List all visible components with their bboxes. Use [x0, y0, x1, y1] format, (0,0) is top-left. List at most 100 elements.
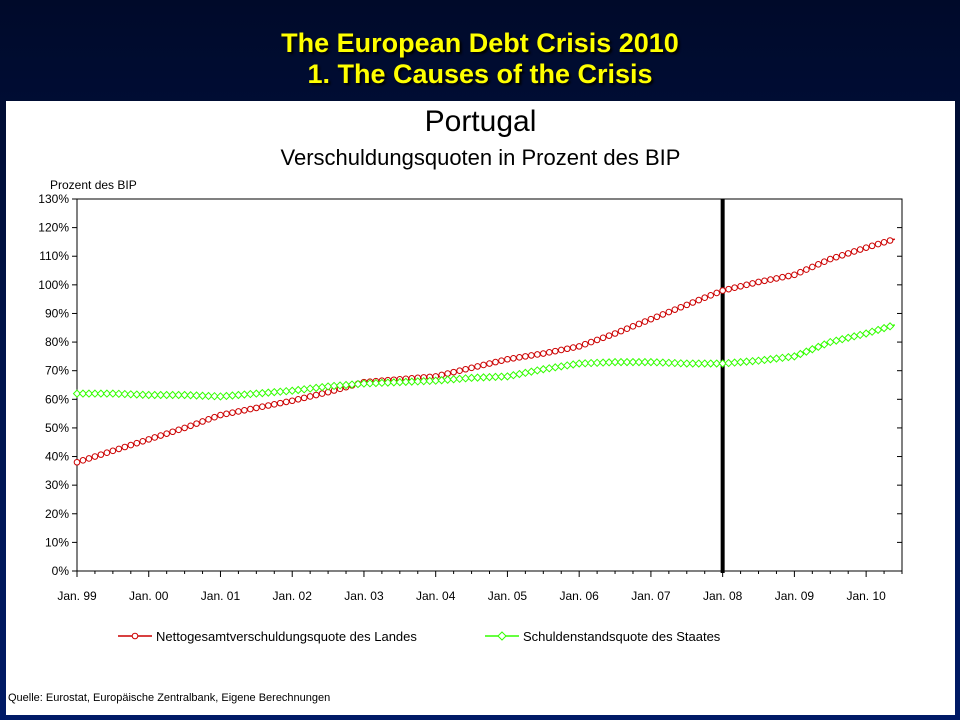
data-point	[335, 381, 345, 390]
data-point	[253, 404, 260, 412]
y-tick-label: 100%	[38, 278, 69, 292]
data-point	[293, 385, 303, 395]
data-point	[223, 410, 230, 418]
data-point	[450, 368, 457, 376]
data-point	[533, 366, 542, 375]
data-point	[90, 389, 100, 398]
data-point	[241, 406, 248, 414]
data-point	[516, 354, 523, 361]
source-note: Quelle: Eurostat, Europäische Zentralban…	[8, 692, 331, 704]
data-point	[569, 344, 577, 351]
data-point	[510, 354, 517, 362]
data-point	[252, 389, 261, 398]
data-point	[157, 432, 164, 439]
data-point	[235, 408, 242, 415]
y-tick-label: 90%	[45, 306, 69, 320]
data-point	[79, 457, 87, 464]
data-point	[809, 263, 816, 271]
data-point	[204, 391, 213, 401]
data-point	[264, 388, 273, 397]
chart-svg: 0% 10% 20% 30% 40% 50% 60% 70% 80% 90% 100% 110% 120…	[38, 192, 903, 644]
data-point	[108, 389, 118, 398]
data-point	[276, 387, 285, 396]
data-point	[282, 386, 291, 396]
data-point	[635, 320, 643, 328]
chart-panel: Portugal Verschuldungsquoten in Prozent …	[6, 101, 955, 715]
data-point	[743, 281, 750, 289]
data-point	[545, 364, 554, 373]
x-tick-label: Jan. 07	[631, 589, 671, 603]
data-point	[874, 240, 882, 248]
data-point	[647, 315, 655, 323]
data-point	[551, 363, 560, 372]
chart-title: Portugal	[424, 105, 537, 138]
data-point	[126, 390, 136, 399]
data-point	[84, 389, 94, 398]
data-point	[228, 391, 237, 400]
data-point	[683, 301, 691, 309]
data-point	[186, 391, 195, 400]
data-point	[826, 255, 834, 263]
data-point	[629, 323, 637, 330]
data-point	[694, 359, 703, 368]
data-point	[646, 357, 656, 367]
data-point	[127, 441, 135, 449]
data-point	[868, 242, 876, 250]
data-point	[587, 338, 595, 346]
data-point	[785, 272, 792, 280]
data-point	[760, 355, 769, 365]
data-point	[616, 357, 626, 367]
slide-title-line2: 1. The Causes of the Crisis	[307, 59, 653, 89]
data-point	[862, 244, 870, 251]
data-point	[820, 258, 828, 266]
legend-entry-1: Nettogesamtverschuldungsquote des Landes	[118, 629, 417, 644]
y-tick-label: 80%	[45, 335, 69, 349]
data-point	[563, 345, 571, 353]
data-point	[580, 359, 590, 368]
data-point	[593, 336, 601, 344]
data-point	[504, 355, 511, 363]
data-point	[139, 437, 147, 445]
x-tick-label: Jan. 02	[273, 589, 313, 603]
data-point	[622, 357, 632, 367]
data-point	[461, 374, 470, 383]
data-point	[545, 349, 553, 356]
data-point	[150, 390, 159, 400]
data-point	[653, 313, 661, 321]
data-point	[749, 280, 756, 287]
data-point	[592, 358, 602, 368]
data-point	[299, 385, 309, 394]
data-point	[779, 273, 786, 281]
data-point	[265, 402, 272, 409]
data-point	[114, 389, 124, 399]
data-point	[259, 403, 266, 411]
data-point	[658, 358, 668, 367]
data-point	[610, 357, 620, 367]
data-point	[276, 399, 284, 407]
data-point	[377, 378, 387, 388]
data-point	[778, 353, 787, 363]
y-tick-label: 20%	[45, 507, 69, 521]
data-point	[867, 327, 877, 336]
data-point	[407, 377, 416, 386]
data-point	[849, 332, 859, 341]
y-tick-label: 50%	[45, 421, 69, 435]
data-point	[109, 447, 117, 455]
data-point	[797, 268, 804, 276]
data-point	[791, 271, 798, 279]
data-point	[814, 342, 823, 352]
data-point	[731, 284, 738, 292]
x-tick-label: Jan. 09	[775, 589, 815, 603]
data-point	[766, 355, 775, 364]
x-tick-label: Jan. 08	[703, 589, 743, 603]
data-point	[329, 381, 339, 391]
data-point	[628, 357, 638, 367]
data-point	[103, 449, 111, 457]
slide-title-line1: The European Debt Crisis 2010	[281, 28, 679, 58]
x-tick-label: Jan. 03	[344, 589, 384, 603]
data-point	[317, 382, 327, 392]
data-point	[180, 390, 189, 400]
data-point	[162, 390, 171, 400]
data-point	[174, 390, 183, 400]
y-tick-label: 60%	[45, 392, 69, 406]
